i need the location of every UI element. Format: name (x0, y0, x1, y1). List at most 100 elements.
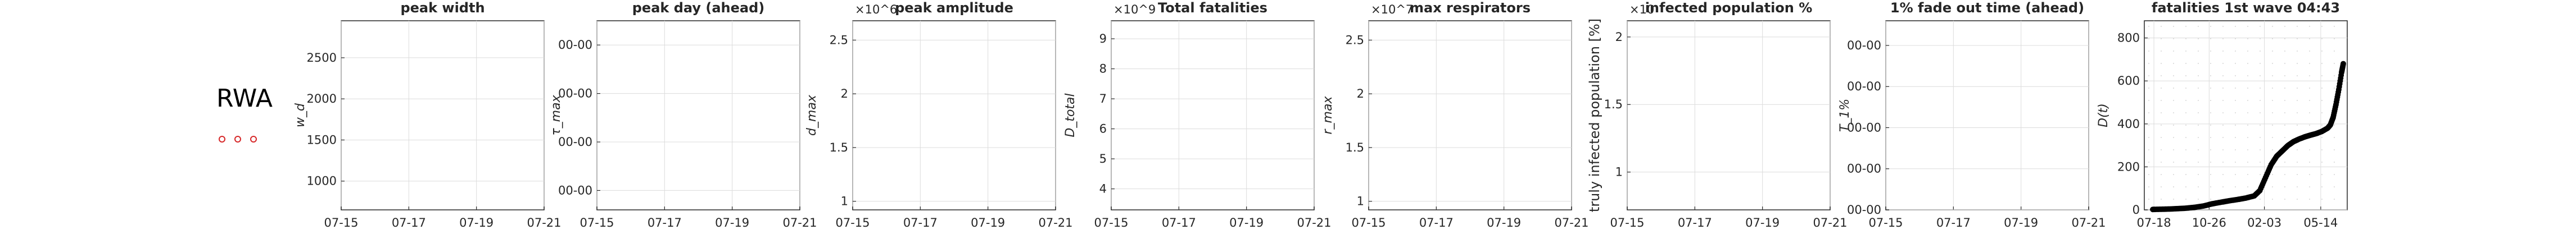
x-tick-label: 07-19 (1745, 216, 1780, 230)
background-dot (2309, 63, 2310, 64)
background-dot (2284, 174, 2285, 175)
background-dot (2272, 38, 2273, 39)
background-dot (2198, 88, 2199, 89)
x-tick-label: 07-17 (648, 216, 682, 230)
x-tick-label: 07-15 (1094, 216, 1128, 230)
background-dot (2272, 100, 2273, 101)
background-dot (2321, 162, 2323, 163)
y-tick-label: 1 (1357, 195, 1364, 208)
x-tick-label: 07-15 (1868, 216, 1903, 230)
axis-multiplier: ×10 (1629, 3, 1654, 16)
background-dot (2321, 137, 2323, 138)
y-tick-label: 0 (2133, 203, 2140, 217)
background-dot (2334, 174, 2335, 175)
background-dot (2198, 137, 2199, 138)
x-tick-label: 07-17 (1936, 216, 1971, 230)
background-dot (2148, 63, 2149, 64)
background-dot (2210, 88, 2211, 89)
background-dot (2235, 149, 2236, 150)
country-marker (219, 136, 225, 143)
axes-frame (341, 20, 545, 210)
background-dot (2260, 26, 2261, 27)
background-dot (2284, 63, 2285, 64)
x-tick-label: 02-03 (2247, 216, 2281, 230)
y-tick-label: 00-00 (1847, 39, 1881, 52)
background-dot (2334, 125, 2335, 126)
background-dot (2235, 51, 2236, 52)
background-dot (2198, 100, 2199, 101)
y-axis-label: τ_max (549, 94, 563, 135)
background-dot (2260, 137, 2261, 138)
background-dot (2272, 149, 2273, 150)
background-dot (2297, 51, 2298, 52)
background-dot (2185, 51, 2186, 52)
x-tick-label: 07-15 (580, 216, 614, 230)
background-dot (2185, 199, 2186, 200)
subplot-title: infected population % (1645, 0, 1813, 16)
background-dot (2260, 38, 2261, 39)
background-dot (2260, 149, 2261, 150)
background-dot (2161, 125, 2162, 126)
y-tick-label: 00-00 (558, 38, 592, 52)
background-dot (2198, 75, 2199, 76)
background-dot (2247, 63, 2248, 64)
axis-multiplier: ×10^7 (1371, 3, 1413, 16)
subplot-7: 1% fade out time (ahead) 07-15 07-17 07-19 0… (1838, 0, 2106, 230)
background-dot (2210, 149, 2211, 150)
background-dot (2148, 162, 2149, 163)
background-dot (2247, 174, 2248, 175)
y-axis-label: r_max (1321, 96, 1335, 135)
background-dot (2235, 125, 2236, 126)
background-dot (2334, 51, 2335, 52)
background-dot (2297, 100, 2298, 101)
background-dot (2222, 26, 2224, 27)
x-tick-label: 07-19 (459, 216, 494, 230)
data-point (2340, 61, 2346, 67)
background-dot (2260, 75, 2261, 76)
background-dot (2272, 186, 2273, 187)
background-dot (2222, 51, 2224, 52)
y-tick-label: 9 (1099, 32, 1107, 45)
background-dot (2222, 137, 2224, 138)
subplot-4: Total fatalities×10^9 07-15 07-17 07-19 07-2… (1063, 0, 1332, 230)
background-dot (2198, 26, 2199, 27)
y-tick-label: 400 (2117, 117, 2140, 131)
background-dot (2161, 88, 2162, 89)
subplot-title: peak amplitude (895, 0, 1013, 16)
background-dot (2210, 162, 2211, 163)
background-dot (2173, 174, 2174, 175)
y-tick-label: 00-00 (1847, 121, 1881, 134)
subplot-title: max respirators (1410, 0, 1531, 16)
background-dot (2297, 63, 2298, 64)
background-dot (2297, 112, 2298, 113)
background-dot (2235, 63, 2236, 64)
background-dot (2161, 199, 2162, 200)
background-dot (2148, 26, 2149, 27)
background-dot (2161, 38, 2162, 39)
x-tick-label: 07-21 (1297, 216, 1331, 230)
y-tick-label: 1.5 (830, 141, 848, 154)
background-dot (2235, 162, 2236, 163)
background-dot (2284, 112, 2285, 113)
background-dot (2321, 75, 2323, 76)
background-dot (2321, 186, 2323, 187)
y-tick-label: 5 (1099, 152, 1107, 166)
background-dot (2260, 112, 2261, 113)
background-dot (2260, 125, 2261, 126)
background-dot (2235, 26, 2236, 27)
background-dot (2321, 63, 2323, 64)
y-tick-label: 8 (1099, 62, 1107, 76)
background-dot (2297, 88, 2298, 89)
axes-frame (1627, 20, 1831, 210)
background-dot (2321, 26, 2323, 27)
background-dot (2321, 125, 2323, 126)
background-dot (2309, 174, 2310, 175)
background-dot (2210, 63, 2211, 64)
background-dot (2272, 112, 2273, 113)
background-dot (2297, 199, 2298, 200)
background-dot (2272, 51, 2273, 52)
background-dot (2222, 125, 2224, 126)
background-dot (2148, 174, 2149, 175)
background-dot (2260, 63, 2261, 64)
y-tick-label: 00-00 (1847, 80, 1881, 93)
